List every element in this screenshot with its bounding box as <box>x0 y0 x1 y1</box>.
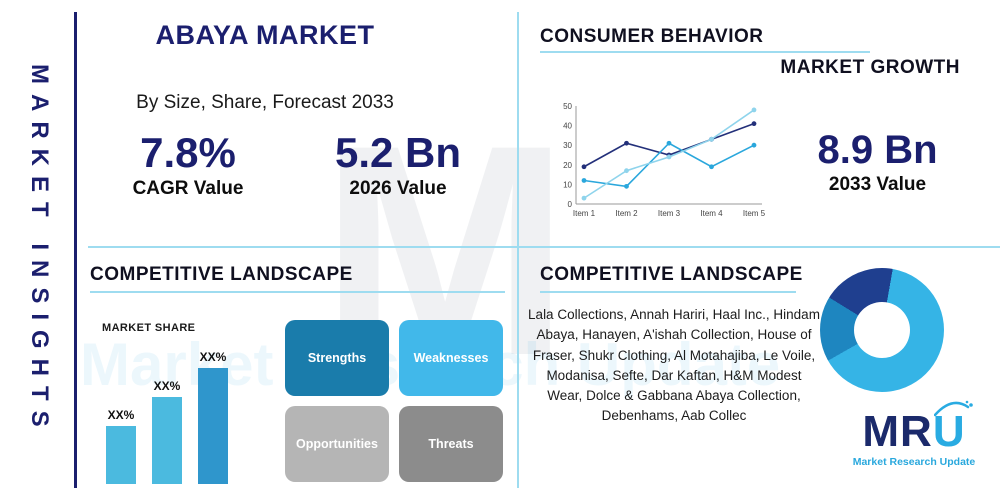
svg-text:Item 1: Item 1 <box>573 209 596 218</box>
svg-text:10: 10 <box>563 180 572 189</box>
mru-logo-letters: MRU <box>862 400 973 456</box>
svg-text:30: 30 <box>563 141 572 150</box>
section-underline <box>540 291 796 293</box>
rail-divider <box>74 12 77 488</box>
bar <box>106 426 136 484</box>
donut-hole <box>854 302 910 358</box>
bar-column: XX% <box>106 408 136 484</box>
vertical-title: MARKET INSIGHTS <box>26 63 53 437</box>
kpi-cagr: 7.8% CAGR Value <box>108 129 268 200</box>
svg-text:0: 0 <box>568 200 573 209</box>
bar-value-label: XX% <box>199 350 227 364</box>
svg-text:Item 2: Item 2 <box>615 209 638 218</box>
logo-letter-r: R <box>900 407 933 456</box>
mru-logo: MRU Market Research Update <box>838 400 990 468</box>
svg-text:50: 50 <box>563 102 572 111</box>
swot-grid: Strengths Weaknesses Opportunities Threa… <box>285 320 503 482</box>
logo-swoosh-icon <box>933 400 973 417</box>
page-subtitle: By Size, Share, Forecast 2033 <box>136 92 394 113</box>
kpi-cagr-label: CAGR Value <box>132 178 244 200</box>
kpi-2026-label: 2026 Value <box>349 178 447 200</box>
divider-horizontal <box>88 246 1000 248</box>
kpi-2026-value: 5.2 Bn <box>334 129 462 176</box>
logo-letter-u: U <box>932 407 966 456</box>
svg-text:Item 4: Item 4 <box>700 209 723 218</box>
market-share-bar-chart: XX% XX% XX% <box>106 338 278 484</box>
competitive-landscape-right-heading: COMPETITIVE LANDSCAPE <box>540 264 803 285</box>
kpi-2026: 5.2 Bn 2026 Value <box>318 129 478 200</box>
kpi-cagr-value: 7.8% <box>140 129 236 176</box>
left-rail: MARKET INSIGHTS <box>6 0 72 500</box>
company-list: Lala Collections, Annah Hariri, Haal Inc… <box>528 307 820 424</box>
kpi-2033: 8.9 Bn 2033 Value <box>795 128 960 196</box>
swot-strengths: Strengths <box>285 320 389 396</box>
bar-column: XX% <box>198 350 228 484</box>
market-share-chart-title: MARKET SHARE <box>102 322 196 334</box>
bar <box>198 368 228 484</box>
bar-value-label: XX% <box>153 379 181 393</box>
logo-letter-m: M <box>862 407 901 456</box>
bar <box>152 397 182 484</box>
page-title: ABAYA MARKET <box>155 20 375 50</box>
bar-value-label: XX% <box>107 408 135 422</box>
svg-text:Item 5: Item 5 <box>743 209 766 218</box>
bar-column: XX% <box>152 379 182 484</box>
consumer-behavior-heading: CONSUMER BEHAVIOR <box>540 26 764 47</box>
swot-opportunities: Opportunities <box>285 406 389 482</box>
section-underline <box>540 51 870 53</box>
divider-vertical <box>517 12 519 488</box>
market-growth-heading: MARKET GROWTH <box>780 57 960 78</box>
swot-weaknesses: Weaknesses <box>399 320 503 396</box>
svg-text:40: 40 <box>563 122 572 131</box>
competitive-landscape-left-heading: COMPETITIVE LANDSCAPE <box>90 264 353 285</box>
logo-tagline: Market Research Update <box>852 456 976 468</box>
svg-text:Item 3: Item 3 <box>658 209 681 218</box>
share-donut-chart <box>820 268 944 392</box>
svg-text:20: 20 <box>563 161 572 170</box>
kpi-2033-value: 8.9 Bn <box>817 128 938 172</box>
market-growth-line-chart: 0 10 20 30 40 50 Item 1 Item 2 Item 3 Item 4 Item … <box>552 98 770 222</box>
section-underline <box>90 291 505 293</box>
kpi-2033-label: 2033 Value <box>828 174 927 195</box>
swot-threats: Threats <box>399 406 503 482</box>
